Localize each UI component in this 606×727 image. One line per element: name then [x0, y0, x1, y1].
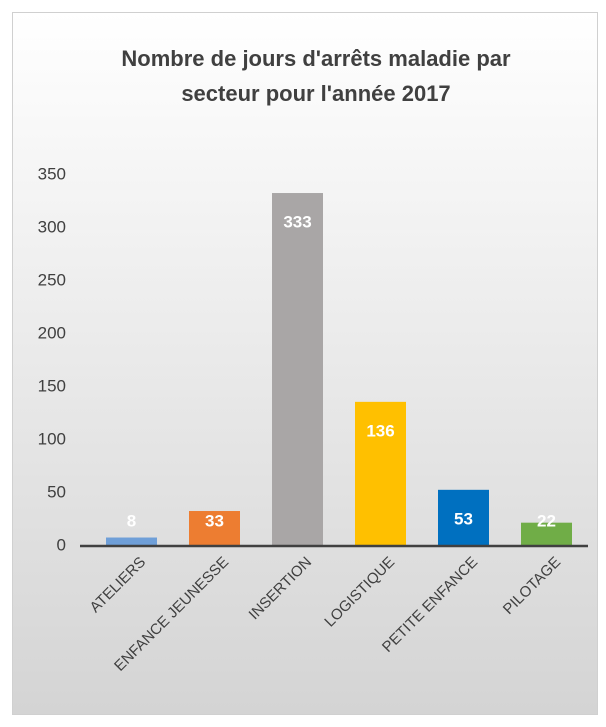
data-label: 22: [537, 511, 556, 530]
y-tick-label: 50: [47, 482, 66, 501]
y-tick-label: 150: [38, 376, 66, 395]
y-tick-label: 0: [57, 535, 66, 554]
bar: [355, 401, 406, 546]
y-tick-label: 100: [38, 429, 66, 448]
bar: [189, 511, 240, 546]
y-tick-label: 300: [38, 217, 66, 236]
bar: [521, 522, 572, 546]
bar: [438, 489, 489, 546]
data-label: 136: [366, 421, 394, 440]
bar: [106, 537, 157, 546]
y-tick-label: 200: [38, 323, 66, 342]
data-label: 8: [127, 511, 136, 530]
chart-title: Nombre de jours d'arrêts maladie par: [121, 46, 511, 71]
y-tick-label: 250: [38, 270, 66, 289]
data-label: 53: [454, 509, 473, 528]
data-label: 333: [283, 213, 311, 232]
data-label: 33: [205, 511, 224, 530]
y-tick-label: 350: [38, 164, 66, 183]
bar: [272, 193, 323, 546]
chart-title: secteur pour l'année 2017: [181, 81, 450, 106]
